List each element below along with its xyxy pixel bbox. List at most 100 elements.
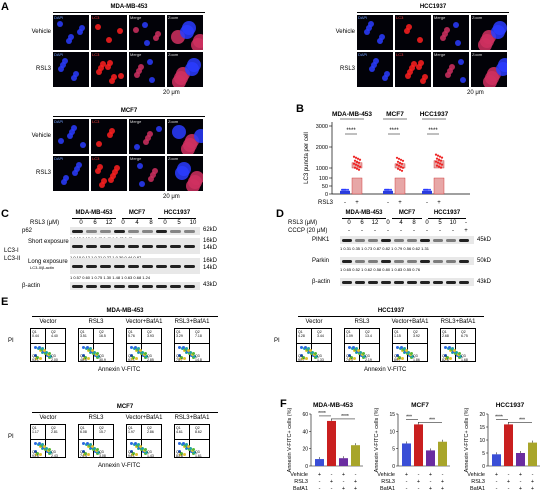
panel-b-treatment-label: RSL3 — [318, 200, 334, 206]
panel-a-cell-nucleus — [71, 125, 77, 131]
panel-a-image-cell: LC3 — [395, 15, 431, 50]
panel-c-band — [114, 264, 125, 268]
panel-f-treat-name: BafA1 — [470, 486, 485, 492]
panel-a-channel-label: Zoom — [472, 15, 483, 20]
panel-e-block-title: MDA-MB-453 — [106, 308, 144, 314]
panel-b-y-tick-label: 50 — [322, 184, 328, 190]
panel-a-image-cell: LC3 — [91, 156, 127, 191]
panel-e-quadrant-name: Q1 — [346, 330, 351, 334]
panel-e-flow-plot: Q1 1.09 Q2 13.4 Q4 74.3 Q3 2.19 — [344, 328, 380, 362]
panel-e-event-dot — [405, 349, 408, 352]
panel-a-cell-nucleus — [411, 61, 417, 67]
panel-e-event-dot — [36, 452, 39, 455]
panel-e-event-dot — [91, 445, 94, 448]
panel-e-event-dot — [34, 346, 37, 349]
panel-f-treat-name: Vehicle — [467, 472, 485, 478]
panel-c-band — [128, 264, 139, 268]
panel-a-cell-nucleus — [150, 172, 156, 178]
panel-e-quadrant-name: Q2 — [147, 426, 152, 430]
panel-f-treat-sign: + — [495, 472, 498, 478]
panel-e-event-dot — [86, 442, 89, 445]
panel-c-dose: 12 — [105, 220, 113, 226]
panel-e-quadrant: Q3 2.85 — [147, 354, 154, 361]
panel-c-side-label-2: LC3-II — [4, 256, 21, 262]
panel-a-cell-nucleus — [147, 59, 153, 65]
panel-e-event-dot — [353, 357, 356, 360]
panel-a-cell-nucleus — [107, 132, 113, 138]
panel-e-quadrant-name: Q2 — [51, 330, 56, 334]
panel-a-cell-nucleus — [453, 22, 459, 28]
panel-d-cccp-sign: - — [413, 228, 415, 234]
panel-b-data-point — [395, 156, 399, 159]
panel-c-band — [100, 229, 111, 233]
panel-e-quadrant-value: 94.1 — [128, 454, 135, 458]
panel-a-cell-nucleus — [95, 24, 101, 30]
panel-b-data-point — [400, 162, 404, 165]
panel-e-quadrant-value: 48.5 — [80, 358, 87, 362]
panel-d-blot — [340, 257, 474, 265]
panel-e-quadrant-name: Q1 — [32, 426, 37, 430]
panel-e-event-dot — [96, 448, 99, 451]
panel-a-cell-nucleus — [71, 75, 77, 81]
panel-e-event-dot — [89, 347, 92, 350]
panel-e-gate-h — [175, 439, 209, 440]
panel-e-flow-plot: Q1 5.76 Q2 3.93 Q4 91.1 Q3 2.85 — [126, 328, 162, 362]
panel-a-cell-nucleus — [133, 27, 139, 33]
panel-d-row-label: PINK1 — [312, 237, 330, 243]
panel-a-cell-nucleus — [105, 64, 111, 70]
panel-c-dose: 0 — [163, 220, 167, 226]
panel-d-dose: 4 — [399, 220, 403, 226]
panel-f-bar — [351, 445, 360, 466]
panel-a-cell-nucleus — [60, 62, 66, 68]
panel-a-cell-nucleus — [72, 170, 78, 176]
panel-c-row-label: Long exposure — [28, 259, 68, 265]
panel-e-quadrant: Q3 1.61 — [195, 450, 202, 457]
panel-e-event-dot — [455, 351, 458, 354]
panel-e-event-dot — [396, 346, 399, 349]
panel-a-row-label: Vehicle — [335, 29, 355, 35]
panel-f-treat-sign: + — [354, 486, 357, 492]
panel-c-band — [156, 264, 167, 268]
panel-e-event-dot — [144, 448, 147, 451]
panel-f-treat-sign: + — [318, 472, 321, 478]
panel-a-cell-nucleus — [156, 126, 162, 132]
panel-d-band — [407, 238, 417, 242]
panel-e-flow-plot: Q1 0.44 Q2 4.40 Q4 93.1 Q3 2.00 — [30, 328, 66, 362]
panel-f-y-label: Annexin V-FITC+ cells (%) — [374, 408, 380, 473]
panel-b-y-tick-label: 2000 — [316, 145, 328, 151]
panel-f-chart: MDA-MB-453 Annexin V-FITC+ cells (%) 0 20 40… — [287, 402, 363, 492]
panel-a-row-label: Vehicle — [31, 133, 51, 139]
panel-e-quadrant: Q1 4.61 — [176, 426, 183, 434]
panel-a-cell-nucleus — [455, 40, 461, 46]
panel-e-event-dot — [178, 346, 181, 349]
panel-e-event-dot — [87, 453, 90, 456]
panel-e-event-dot — [446, 356, 449, 359]
panel-e-quadrant-value: 1.17 — [32, 430, 39, 434]
panel-a-channel-label: Zoom — [472, 52, 483, 57]
panel-e-quadrant: Q3 2.43 — [51, 450, 58, 457]
panel-e-quadrant-name: Q2 — [413, 330, 418, 334]
panel-b-data-point — [400, 169, 404, 172]
panel-e-condition: RSL3 — [88, 319, 104, 325]
panel-e-quadrant-name: Q2 — [147, 330, 152, 334]
panel-f-treat-sign: - — [319, 479, 321, 485]
panel-a-cell-nucleus — [111, 74, 117, 80]
panel-e-event-dot — [96, 352, 99, 355]
panel-e-event-dot — [180, 356, 183, 359]
panel-b-data-point — [356, 157, 360, 160]
panel-d-kd: 50kD — [477, 258, 492, 264]
panel-b-data-point — [434, 153, 438, 156]
panel-e-event-dot — [396, 354, 399, 357]
panel-f-sig-star: *** — [406, 414, 412, 420]
panel-a-cell-nucleus — [99, 182, 105, 188]
panel-a-cell-nucleus — [172, 75, 186, 87]
panel-e-event-dot — [189, 447, 192, 450]
panel-d-cccp-sign: + — [464, 228, 468, 234]
panel-e-event-dot — [130, 442, 133, 445]
panel-a-row-label: RSL3 — [35, 170, 51, 176]
panel-a-cell-nucleus — [377, 38, 383, 44]
panel-a-channel-label: DAPI — [54, 119, 64, 124]
panel-d-band — [342, 238, 352, 242]
panel-e-quadrant: Q2 2.81 — [51, 426, 58, 434]
panel-f-y-tick-label: 15 — [479, 425, 485, 431]
